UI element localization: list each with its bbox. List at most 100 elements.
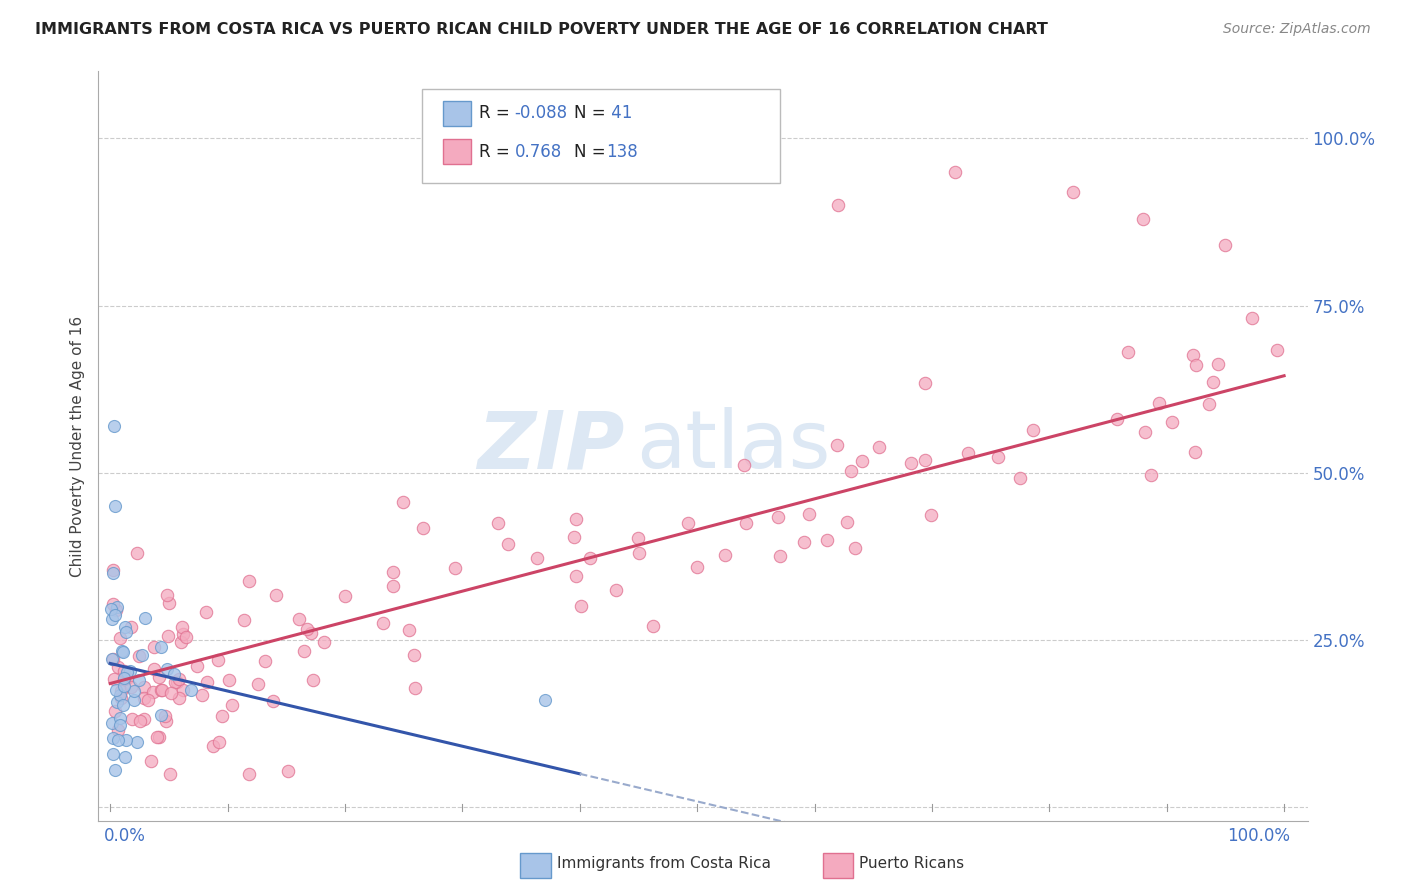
Point xyxy=(186,659,208,673)
Text: R =: R = xyxy=(479,143,516,161)
Point xyxy=(956,445,979,459)
Text: 0.0%: 0.0% xyxy=(104,828,146,846)
Point xyxy=(1062,185,1084,199)
Point xyxy=(145,730,167,744)
Point xyxy=(486,516,509,530)
Point xyxy=(156,588,179,602)
Point xyxy=(155,709,177,723)
Point xyxy=(333,590,356,604)
Point xyxy=(221,698,243,712)
Point xyxy=(100,612,122,626)
Point xyxy=(162,667,184,681)
Point xyxy=(579,550,602,565)
Point xyxy=(194,605,217,619)
Point xyxy=(565,569,588,583)
Point xyxy=(110,683,132,698)
Point xyxy=(105,695,128,709)
Point xyxy=(562,530,585,544)
Point xyxy=(121,713,143,727)
Point xyxy=(132,712,155,726)
Point xyxy=(112,672,135,686)
Point xyxy=(101,747,124,761)
Point xyxy=(120,680,142,694)
Point xyxy=(1202,375,1225,389)
Point xyxy=(115,665,138,679)
Point xyxy=(101,566,124,581)
Point xyxy=(1132,211,1154,226)
Point xyxy=(900,456,922,470)
Point xyxy=(246,676,269,690)
Point xyxy=(627,546,650,560)
Point xyxy=(627,531,650,545)
Point xyxy=(565,512,588,526)
Point xyxy=(159,767,181,781)
Point xyxy=(381,566,404,580)
Point xyxy=(766,509,789,524)
Point xyxy=(1215,238,1237,252)
Point xyxy=(714,549,737,563)
Point xyxy=(127,546,149,560)
Point xyxy=(110,689,132,703)
Point xyxy=(108,631,131,645)
Point xyxy=(128,714,150,729)
Text: ZIP: ZIP xyxy=(477,407,624,485)
Point xyxy=(825,438,848,452)
Point xyxy=(128,648,150,663)
Point xyxy=(110,690,132,705)
Point xyxy=(920,508,942,522)
Point xyxy=(734,516,756,530)
Text: N =: N = xyxy=(574,104,610,122)
Point xyxy=(1161,416,1184,430)
Point xyxy=(170,635,193,649)
Point xyxy=(134,610,156,624)
Point xyxy=(299,625,322,640)
Point xyxy=(444,560,467,574)
Point xyxy=(107,723,129,737)
Text: IMMIGRANTS FROM COSTA RICA VS PUERTO RICAN CHILD POVERTY UNDER THE AGE OF 16 COR: IMMIGRANTS FROM COSTA RICA VS PUERTO RIC… xyxy=(35,22,1047,37)
Point xyxy=(914,453,936,467)
Point xyxy=(105,599,128,614)
Point xyxy=(1022,423,1045,437)
Point xyxy=(108,711,131,725)
Point xyxy=(191,688,214,702)
Point xyxy=(148,669,170,683)
Point xyxy=(526,551,548,566)
Point xyxy=(166,675,188,690)
Point xyxy=(101,652,124,666)
Point xyxy=(398,623,420,637)
Text: 100.0%: 100.0% xyxy=(1227,828,1289,846)
Point xyxy=(1206,358,1229,372)
Point xyxy=(107,660,129,674)
Point xyxy=(292,644,315,658)
Point xyxy=(382,579,405,593)
Point xyxy=(142,662,165,676)
Point xyxy=(104,602,127,616)
Point xyxy=(797,507,820,521)
Point xyxy=(1147,396,1170,410)
Point xyxy=(122,693,145,707)
Point xyxy=(253,654,276,668)
Point xyxy=(287,612,309,626)
Point xyxy=(827,198,849,212)
Point xyxy=(122,684,145,698)
Point xyxy=(1184,358,1206,372)
Point xyxy=(987,450,1010,465)
Text: atlas: atlas xyxy=(637,407,831,485)
Point xyxy=(207,652,229,666)
Point xyxy=(392,495,415,509)
Point xyxy=(314,635,336,649)
Point xyxy=(1135,425,1157,439)
Point xyxy=(678,516,700,530)
Point xyxy=(112,698,135,712)
Point xyxy=(1240,311,1263,326)
Point xyxy=(136,692,159,706)
Point xyxy=(844,541,866,555)
Point xyxy=(839,464,862,478)
Point xyxy=(793,535,815,549)
Point xyxy=(118,664,141,678)
Point xyxy=(167,673,190,687)
Point xyxy=(120,619,142,633)
Point xyxy=(733,458,755,472)
Point xyxy=(134,691,156,706)
Point xyxy=(262,694,284,708)
